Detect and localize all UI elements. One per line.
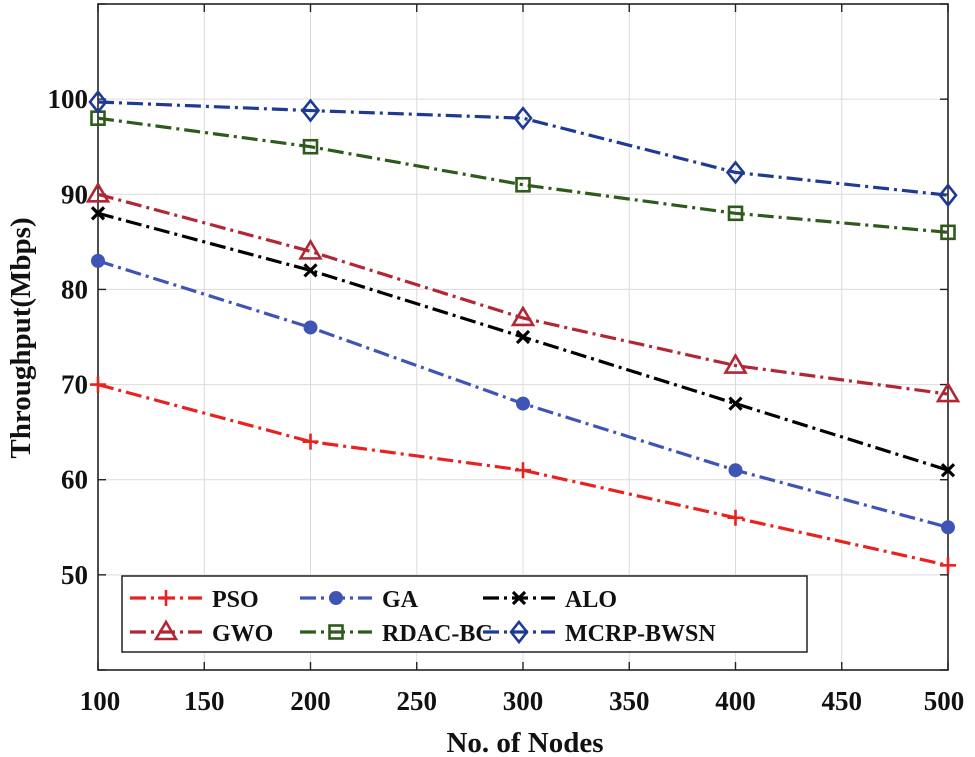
x-tick-label: 300 [503, 686, 544, 716]
legend-marker-pso [158, 590, 174, 606]
axes: 50 60 70 80 90 100 100 150 200 250 300 350 400 450 500 [48, 3, 965, 716]
data-point-pso [727, 509, 744, 526]
x-tick-label: 350 [609, 686, 650, 716]
x-tick-label: 400 [715, 686, 756, 716]
data-point-rdac-bc [727, 205, 744, 222]
data-point-pso [302, 433, 319, 450]
data-point-mcrp-bwsn [938, 183, 958, 208]
x-b [303, 263, 318, 278]
data-point-mcrp-bwsn [725, 160, 746, 185]
legend-label-ga: GA [382, 587, 419, 613]
data-point-gwo [298, 238, 323, 260]
data-point-pso [940, 557, 956, 574]
legend-item-alo: ALO [483, 587, 617, 613]
legend-box [121, 575, 808, 653]
legend-label-alo: ALO [565, 587, 617, 613]
data-point-ga [941, 520, 955, 535]
y-tick-label: 100 [48, 84, 89, 114]
data-point-ga [303, 320, 318, 335]
x-tick-label: 500 [924, 686, 965, 716]
data-point-pso [515, 462, 531, 479]
x-tick-label: 250 [397, 686, 438, 716]
y-axis-label: Throughput(Mbps) [5, 217, 37, 458]
data-point-ga [91, 253, 105, 268]
legend-label-gwo: GWO [212, 621, 273, 647]
series-gwo [85, 181, 961, 403]
series-pso [90, 376, 956, 574]
y-tick-label: 50 [61, 560, 88, 590]
series-alo [90, 206, 956, 478]
data-point-mcrp-bwsn [88, 89, 108, 115]
series-line-gwo [97, 192, 949, 396]
legend-label-rdac-bc: RDAC-BC [382, 621, 493, 647]
y-tick-label: 80 [61, 274, 88, 304]
legend-item-rdac-bc: RDAC-BC [300, 621, 493, 647]
data-point-ga [516, 396, 530, 411]
legend-marker-ga [329, 591, 343, 605]
legend-label-pso: PSO [212, 587, 259, 613]
legend-item-pso: PSO [130, 587, 259, 613]
y-tick-label: 90 [61, 179, 88, 209]
series-layer [85, 89, 961, 574]
legend-marker-mcrp-bwsn [509, 619, 529, 645]
data-point-alo [515, 329, 531, 345]
data-point-rdac-bc [302, 138, 319, 155]
data-point-gwo [85, 181, 111, 203]
x-b [511, 590, 527, 606]
data-point-mcrp-bwsn [513, 106, 533, 131]
data-point-rdac-bc [940, 224, 956, 241]
x-b [940, 463, 956, 478]
data-point-pso [90, 376, 106, 393]
legend-item-gwo: GWO [130, 619, 273, 647]
x-tick-label: 200 [290, 686, 331, 716]
data-point-alo [940, 463, 956, 478]
legend-marker-rdac-bc [328, 624, 344, 640]
series-line-pso [97, 383, 949, 567]
legend-item-mcrp-bwsn: MCRP-BWSN [483, 619, 716, 647]
data-point-gwo [723, 352, 748, 374]
data-point-gwo [935, 381, 961, 403]
data-point-alo [303, 263, 318, 278]
data-point-ga [728, 463, 743, 478]
x-b [90, 206, 106, 221]
y-tick-label: 60 [61, 465, 88, 495]
x-tick-label: 450 [822, 686, 863, 716]
x-tick-label: 100 [80, 686, 121, 716]
series-mcrp-bwsn [88, 89, 958, 208]
data-point-alo [728, 396, 743, 411]
legend-marker-gwo [153, 619, 179, 641]
y-tick-label: 70 [61, 370, 88, 400]
data-point-gwo [510, 305, 536, 327]
legend-label-mcrp-bwsn: MCRP-BWSN [565, 621, 716, 647]
x-axis-label: No. of Nodes [446, 727, 603, 757]
x-b [728, 396, 743, 411]
data-point-alo [90, 206, 106, 221]
data-point-rdac-bc [515, 176, 531, 193]
x-tick-label: 150 [184, 686, 225, 716]
legend-marker-alo [511, 590, 527, 606]
x-b [515, 329, 531, 345]
legend: PSO GA ALO GWO RDAC-BC MCRP-BWSN [121, 575, 808, 653]
series-ga [91, 253, 955, 535]
legend-item-ga: GA [300, 587, 419, 613]
data-point-mcrp-bwsn [300, 98, 321, 123]
series-rdac-bc [90, 110, 956, 241]
